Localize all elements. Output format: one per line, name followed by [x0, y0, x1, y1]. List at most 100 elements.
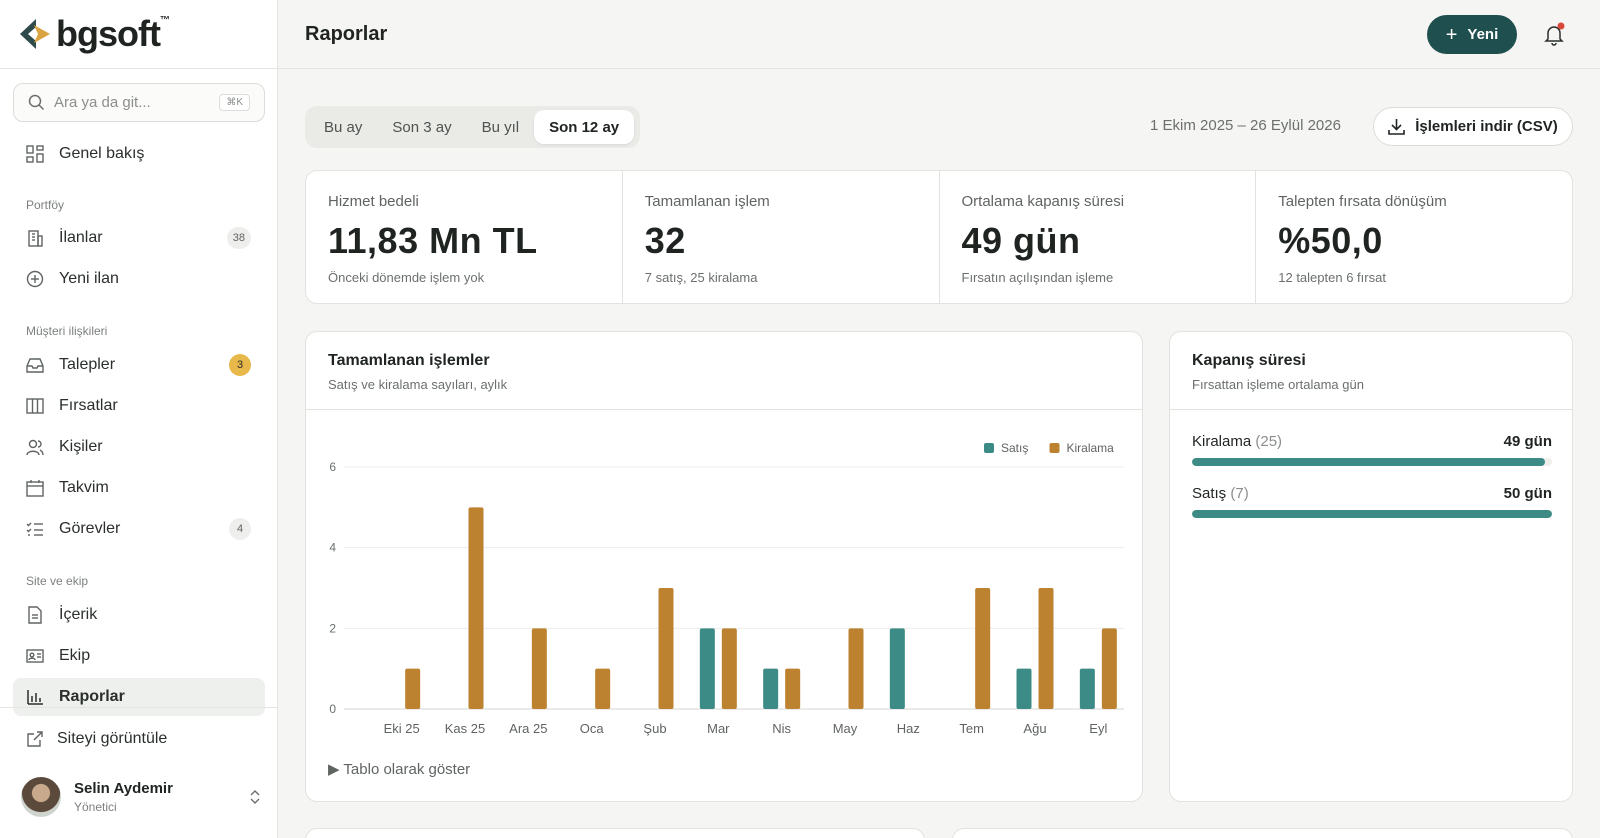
show-as-table-toggle[interactable]: ▶ Tablo olarak göster — [328, 761, 471, 778]
bar-sale — [1079, 668, 1095, 709]
download-icon — [1388, 119, 1406, 135]
sidebar-item-label: Ekip — [59, 647, 91, 664]
new-button-label: Yeni — [1467, 26, 1499, 43]
completed-deals-card: Tamamlanan işlemler Satış ve kiralama sa… — [305, 331, 1143, 802]
kpi-label: Hizmet bedeli — [328, 193, 419, 210]
progress-fill — [1192, 458, 1545, 466]
count-badge: 3 — [229, 354, 251, 376]
sidebar-item-listings[interactable]: İlanlar 38 — [13, 219, 265, 257]
section-label-crm: Müşteri ilişkileri — [26, 324, 108, 338]
checklist-icon — [25, 519, 45, 539]
plus-circle-icon — [25, 269, 45, 289]
legend-swatch — [984, 443, 994, 453]
completed-deals-chart: 0 2 4 6 Eki 25 Kas 25 Ara 25 Oca Şub Mar Nis May Haz… — [329, 441, 1124, 736]
sidebar-item-label: Görevler — [59, 520, 121, 537]
closing-row-count: (7) — [1230, 485, 1249, 502]
x-tick-label: Eyl — [1089, 721, 1107, 736]
closing-row-count: (25) — [1255, 433, 1283, 450]
notification-bell-icon[interactable] — [1542, 22, 1566, 46]
download-csv-label: İşlemleri indir (CSV) — [1415, 118, 1558, 135]
search-input[interactable]: Ara ya da git... ⌘K — [13, 83, 265, 122]
bar-rental — [468, 507, 484, 709]
kpi-label: Tamamlanan işlem — [644, 193, 770, 210]
sidebar-item-label: Yeni ilan — [59, 270, 119, 287]
kpi-label: Ortalama kapanış süresi — [961, 193, 1125, 210]
bar-rental — [721, 628, 737, 709]
y-tick-label: 2 — [329, 621, 336, 635]
period-last-3-months[interactable]: Son 3 ay — [392, 118, 452, 136]
view-site-label: Siteyi görüntüle — [57, 730, 168, 747]
kpi-value: 11,83 Mn TL — [328, 220, 538, 261]
sidebar-item-label: İlanlar — [59, 229, 103, 246]
document-icon — [25, 605, 45, 625]
sidebar-item-opportunities[interactable]: Fırsatlar — [13, 387, 265, 425]
user-role: Yönetici — [74, 800, 117, 814]
sidebar-item-tasks[interactable]: Görevler 4 — [13, 510, 265, 548]
bar-rental — [1101, 628, 1117, 709]
lower-card-right — [952, 828, 1573, 838]
x-tick-label: Kas 25 — [445, 721, 485, 736]
count-badge: 38 — [226, 227, 251, 249]
card-subtitle: Fırsattan işleme ortalama gün — [1192, 377, 1364, 392]
kpi-card: Talepten fırsata dönüşüm %50,0 12 talept… — [1256, 171, 1572, 303]
progress-track — [1192, 510, 1552, 518]
sidebar-item-reports[interactable]: Raporlar — [13, 678, 265, 716]
closing-row-name: Satış — [1192, 485, 1227, 502]
x-tick-label: Oca — [580, 721, 605, 736]
sidebar-item-overview[interactable]: Genel bakış — [13, 135, 265, 173]
users-icon — [25, 437, 45, 457]
x-tick-label: Mar — [707, 721, 730, 736]
shortcut-hint: ⌘K — [219, 94, 250, 111]
sidebar-item-new-listing[interactable]: Yeni ilan — [13, 260, 265, 298]
download-csv-button[interactable]: İşlemleri indir (CSV) — [1373, 107, 1573, 146]
new-button[interactable]: + Yeni — [1427, 15, 1517, 54]
x-tick-label: Eki 25 — [384, 721, 420, 736]
logo-text: bgsoft™ — [56, 13, 170, 54]
y-tick-label: 6 — [329, 460, 336, 474]
sidebar-item-team[interactable]: Ekip — [13, 637, 265, 675]
sidebar-item-requests[interactable]: Talepler 3 — [13, 346, 265, 384]
bar-sale — [763, 668, 779, 709]
logo[interactable]: bgsoft™ — [0, 0, 277, 69]
bar-rental — [848, 628, 864, 709]
sidebar: bgsoft™ Ara ya da git... ⌘K Genel bakış … — [0, 0, 278, 838]
calendar-icon — [25, 478, 45, 498]
x-tick-label: Ara 25 — [509, 721, 547, 736]
kpi-subtext: Fırsatın açılışından işleme — [961, 270, 1114, 285]
period-this-year[interactable]: Bu yıl — [481, 118, 520, 136]
closing-time-card: Kapanış süresi Fırsattan işleme ortalama… — [1169, 331, 1573, 802]
progress-fill — [1192, 510, 1552, 518]
y-tick-label: 0 — [329, 702, 336, 716]
sidebar-item-contacts[interactable]: Kişiler — [13, 428, 265, 466]
period-last-12-months[interactable]: Son 12 ay — [534, 110, 635, 144]
period-this-month[interactable]: Bu ay — [324, 118, 363, 136]
bar-rental — [405, 668, 421, 709]
sidebar-item-label: Kişiler — [59, 438, 103, 455]
kpi-subtext: 12 talepten 6 fırsat — [1278, 270, 1386, 285]
closing-row-value: 50 gün — [1503, 485, 1552, 502]
kpi-strip: Hizmet bedeli 11,83 Mn TL Önceki dönemde… — [305, 170, 1573, 304]
user-menu[interactable]: Selin Aydemir Yönetici — [21, 776, 261, 818]
sidebar-item-label: Genel bakış — [59, 145, 145, 162]
sidebar-footer — [0, 707, 278, 708]
sidebar-item-label: Talepler — [59, 356, 116, 373]
legend-label: Kiralama — [1067, 441, 1115, 455]
external-link-icon — [25, 729, 45, 749]
x-tick-label: Nis — [772, 721, 791, 736]
view-site-link[interactable]: Siteyi görüntüle — [13, 720, 265, 758]
sidebar-item-calendar[interactable]: Takvim — [13, 469, 265, 507]
columns-icon — [25, 396, 45, 416]
search-icon — [28, 94, 45, 111]
legend-swatch — [1049, 443, 1060, 453]
card-title: Kapanış süresi — [1192, 352, 1306, 369]
plus-icon: + — [1445, 23, 1458, 46]
sidebar-item-content[interactable]: İçerik — [13, 596, 265, 634]
page-title: Raporlar — [305, 23, 388, 45]
avatar — [21, 777, 61, 817]
y-tick-label: 4 — [329, 541, 336, 555]
bar-sale — [1016, 668, 1032, 709]
kpi-card: Hizmet bedeli 11,83 Mn TL Önceki dönemde… — [306, 171, 623, 303]
closing-row-sale: Satış (7) 50 gün — [1192, 485, 1552, 518]
logo-mark-icon — [20, 19, 50, 49]
sidebar-item-label: Takvim — [59, 479, 109, 496]
